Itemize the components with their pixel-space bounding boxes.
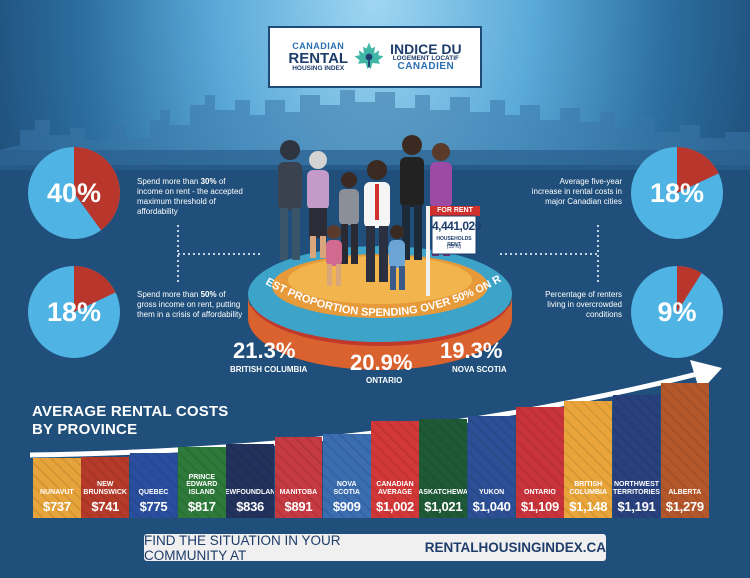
- bar-label: NEWFOUNDLAND: [226, 488, 274, 496]
- stat-value: 9%: [657, 296, 697, 327]
- logo-en-top: CANADIAN: [292, 40, 345, 51]
- stat-text-right-bottom: Percentage of renters living in overcrow…: [545, 290, 622, 319]
- bar-value: $1,148: [569, 498, 608, 514]
- sign-number: 4,441,020: [432, 219, 481, 233]
- bar-british-columbia: BRITISH COLUMBIA $1,148: [564, 401, 613, 518]
- bar-saskatchewan: SASKATCHEWAN $1,021: [419, 418, 468, 518]
- bar-label: SASKATCHEWAN: [419, 488, 468, 496]
- bar-manitoba: MANITOBA $891: [274, 436, 323, 518]
- stat-value: 18%: [649, 177, 705, 208]
- sign-label: HOUSEHOLDS RENT: [436, 236, 472, 248]
- sign-pct: (32%): [446, 244, 462, 250]
- logo-fr-mid: LOGEMENT LOCATIF: [392, 54, 460, 62]
- bar-value: $737: [43, 499, 71, 514]
- bar-label: YUKON: [478, 488, 505, 496]
- logo-fr-bottom: CANADIEN: [397, 61, 455, 73]
- bar-nova-scotia: NOVA SCOTIA $909: [322, 434, 371, 518]
- bar-value: $817: [187, 498, 216, 514]
- bar-value: $1,021: [424, 498, 463, 514]
- bar-label: NEW BRUNSWICK: [83, 481, 127, 496]
- province-pct-ns: 19.3%: [440, 338, 503, 363]
- bar-value: $836: [236, 498, 264, 514]
- bar-value: $1,002: [376, 498, 414, 514]
- bar-label: NUNAVUT: [40, 488, 74, 496]
- pie-slice: [677, 266, 702, 312]
- stat-text-left-bottom: Spend more than 50% of gross income on r…: [137, 290, 243, 319]
- bar-northwest-territories: NORTHWEST TERRITORIES $1,191: [612, 395, 661, 518]
- stat-value: 40%: [46, 177, 102, 208]
- bar-label: NORTHWEST TERRITORIES: [613, 481, 660, 496]
- stat-pie-right-bottom: 9%: [627, 262, 727, 362]
- logo-en-bottom: HOUSING INDEX: [292, 64, 345, 72]
- bar-value: $1,040: [472, 498, 511, 514]
- pie-slice: [74, 147, 120, 231]
- logo-fr-top: INDICE DU: [390, 40, 462, 57]
- pie-slice: [677, 147, 719, 193]
- province-pct-on: 20.9%: [350, 350, 413, 375]
- logo: CANADIAN RENTAL HOUSING INDEX INDICE DU …: [268, 26, 482, 88]
- province-name-ns: NOVA SCOTIA: [452, 365, 507, 374]
- bar-label: QUEBEC: [138, 488, 169, 496]
- stat-value: 18%: [46, 296, 102, 327]
- bar-alberta: ALBERTA $1,279: [660, 383, 709, 518]
- section-title: AVERAGE RENTAL COSTS BY PROVINCE: [32, 403, 229, 438]
- bar-yukon: YUKON $1,040: [467, 416, 516, 518]
- province-name-bc: BRITISH COLUMBIA: [230, 365, 308, 374]
- stat-text-left-top: Spend more than 30% of income on rent - …: [137, 177, 243, 216]
- bar-label: BRITISH COLUMBIA: [569, 481, 608, 496]
- pie-slice: [74, 266, 116, 312]
- bar-label: ONTARIO: [524, 488, 556, 496]
- bar-value: $909: [332, 498, 361, 514]
- cta-banner[interactable]: FIND THE SITUATION IN YOUR COMMUNITY AT …: [144, 532, 606, 563]
- bar-value: $1,279: [665, 499, 704, 514]
- bar-value: $1,109: [520, 498, 559, 514]
- logo-en-main: RENTAL: [288, 49, 349, 67]
- stat-text-right-top: Average five-year increase in rental cos…: [531, 177, 622, 206]
- cta-url[interactable]: RENTALHOUSINGINDEX.CA: [424, 540, 606, 555]
- province-name-on: ONTARIO: [366, 376, 403, 385]
- bar-ontario: ONTARIO $1,109: [516, 406, 564, 518]
- bar-newfoundland: NEWFOUNDLAND $836: [226, 444, 274, 518]
- bar-value: $741: [91, 498, 120, 514]
- bar-quebec: QUEBEC $775: [129, 452, 178, 518]
- bar-value: $1,191: [617, 498, 656, 514]
- bar-value: $775: [139, 498, 168, 514]
- bar-value: $891: [284, 498, 313, 514]
- maple-leaf-icon: [354, 42, 384, 69]
- bar-label: CANADIAN AVERAGE: [376, 481, 414, 496]
- bar-prince-edward-island: PRINCE EDWARD ISLAND $817: [177, 446, 226, 518]
- bar-new-brunswick: NEW BRUNSWICK $741: [81, 457, 130, 518]
- stat-pie-left-bottom: 18%: [24, 262, 124, 362]
- bar-label: MANITOBA: [279, 488, 318, 496]
- bar-canadian-average: CANADIAN AVERAGE $1,002: [371, 421, 419, 518]
- stat-pie-left-top: 40%: [24, 143, 124, 243]
- province-pct-bc: 21.3%: [233, 338, 296, 363]
- bar-label: PRINCE EDWARD ISLAND: [186, 473, 218, 496]
- stat-pie-right-top: 18%: [627, 143, 727, 243]
- cta-prefix: FIND THE SITUATION IN YOUR COMMUNITY AT: [144, 532, 341, 563]
- bar-nunavut: NUNAVUT $737: [33, 458, 81, 518]
- bar-label: NOVA SCOTIA: [333, 481, 360, 496]
- sign-header: FOR RENT: [437, 207, 473, 214]
- bar-label: ALBERTA: [668, 488, 702, 496]
